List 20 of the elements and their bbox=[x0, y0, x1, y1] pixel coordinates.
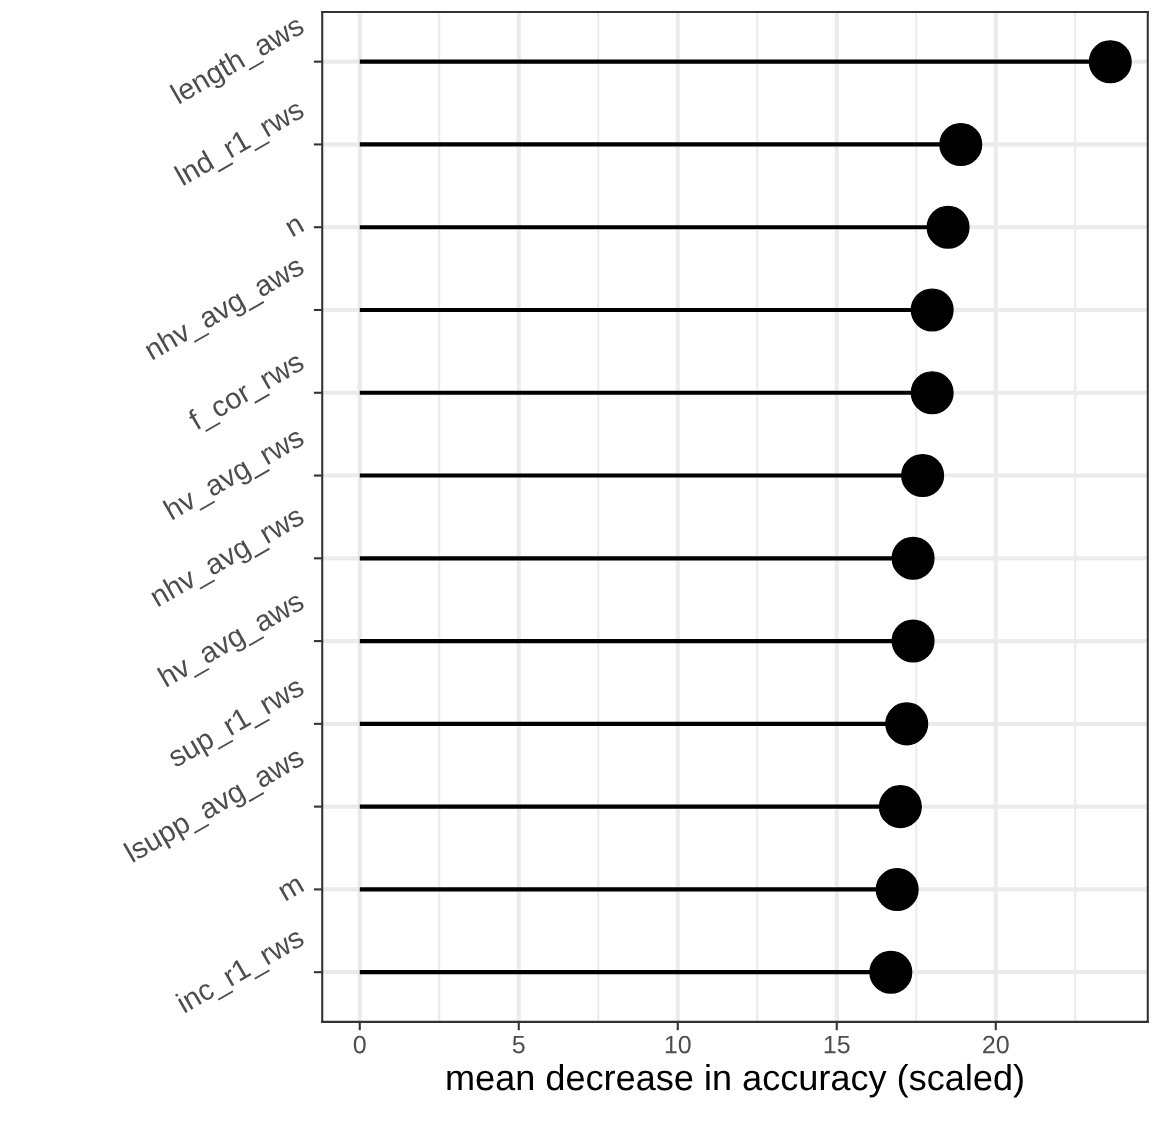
x-axis-title: mean decrease in accuracy (scaled) bbox=[447, 1063, 1023, 1098]
point bbox=[891, 619, 935, 663]
point bbox=[910, 288, 954, 332]
point bbox=[910, 371, 954, 415]
point bbox=[939, 122, 983, 166]
point bbox=[891, 536, 935, 580]
point bbox=[1088, 40, 1132, 84]
point bbox=[869, 950, 913, 994]
y-tick-label: n bbox=[285, 217, 305, 237]
point bbox=[926, 205, 970, 249]
point bbox=[875, 867, 919, 911]
x-tick-label: 5 bbox=[512, 1035, 525, 1054]
y-tick-label: m bbox=[278, 877, 305, 902]
point bbox=[901, 454, 945, 498]
x-tick-label: 20 bbox=[983, 1035, 1009, 1054]
point bbox=[885, 702, 929, 746]
point bbox=[878, 785, 922, 829]
x-tick-label: 15 bbox=[824, 1035, 850, 1054]
x-tick-label: 10 bbox=[665, 1035, 691, 1054]
x-tick-label: 0 bbox=[353, 1035, 366, 1054]
